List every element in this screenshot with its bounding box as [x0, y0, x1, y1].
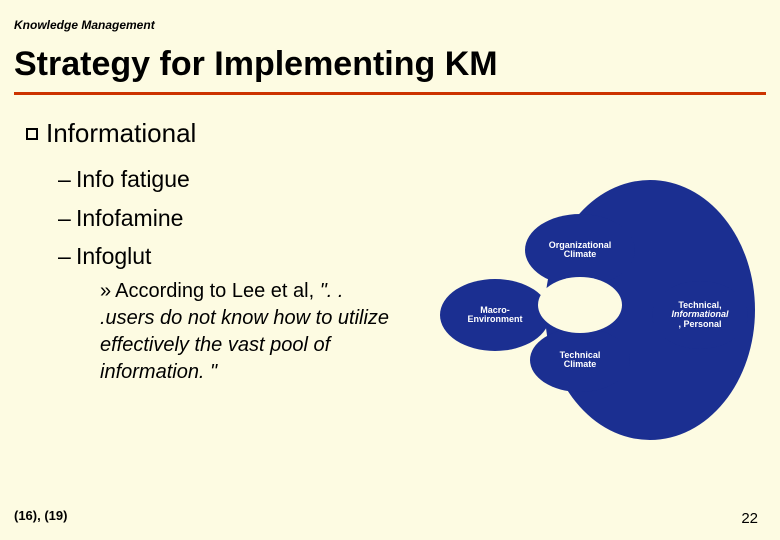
quote-block: »According to Lee et al, ". . .users do …	[100, 278, 400, 386]
raquo-icon: »	[100, 278, 111, 305]
node-label-tech-climate: TechnicalClimate	[530, 351, 630, 370]
footer-refs: (16), (19)	[14, 508, 67, 523]
list-item: –Info fatigue	[58, 162, 190, 197]
list-item-text: Infofamine	[76, 205, 183, 231]
section-heading: Informational	[26, 118, 196, 149]
page-number: 22	[741, 510, 758, 527]
list-item: –Infoglut	[58, 239, 190, 274]
bullet-box-icon	[26, 128, 38, 140]
title-underline	[14, 92, 766, 95]
sub-list: –Info fatigue –Infofamine –Infoglut	[58, 162, 190, 278]
quote-lead: According to Lee et al,	[115, 280, 314, 302]
header-small: Knowledge Management	[14, 18, 155, 32]
list-item-text: Infoglut	[76, 243, 151, 269]
venn-diagram: OrganizationalClimate Macro-Environment Te…	[410, 180, 770, 460]
node-label-macro-env: Macro-Environment	[440, 306, 550, 325]
page-title: Strategy for Implementing KM	[14, 45, 498, 84]
center-hole	[538, 277, 622, 333]
section-heading-text: Informational	[46, 118, 196, 148]
list-item: –Infofamine	[58, 201, 190, 236]
list-item-text: Info fatigue	[76, 166, 190, 192]
node-label-org-climate: OrganizationalClimate	[525, 241, 635, 260]
node-label-tech-info-personal: Technical,Informational, Personal	[652, 301, 748, 329]
